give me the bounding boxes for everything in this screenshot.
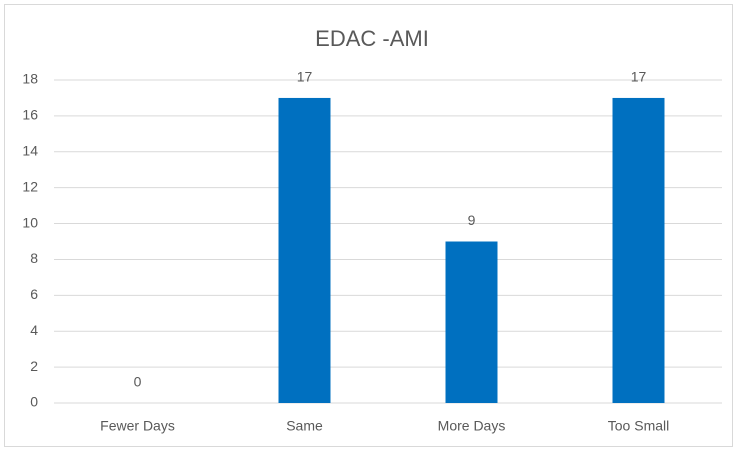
x-tick-label: More Days [438, 418, 506, 434]
data-label: 17 [297, 69, 313, 85]
bar [612, 97, 665, 403]
bar [445, 241, 498, 403]
data-label: 0 [134, 374, 142, 390]
x-tick-label: Fewer Days [100, 418, 175, 434]
y-tick-label: 2 [30, 358, 38, 374]
y-tick-label: 18 [22, 71, 38, 87]
y-tick-label: 6 [30, 286, 38, 302]
data-label: 17 [631, 69, 647, 85]
y-tick-label: 8 [30, 250, 38, 266]
y-tick-label: 16 [22, 107, 38, 123]
y-tick-label: 4 [30, 322, 38, 338]
data-label: 9 [468, 212, 476, 228]
bar [278, 97, 331, 403]
x-tick-label: Too Small [608, 418, 669, 434]
chart-title: EDAC -AMI [315, 26, 429, 51]
y-tick-label: 12 [22, 178, 38, 194]
y-tick-label: 14 [22, 142, 38, 158]
x-tick-label: Same [286, 418, 323, 434]
y-tick-label: 10 [22, 214, 38, 230]
chart-border [4, 4, 733, 447]
y-tick-label: 0 [30, 394, 38, 410]
